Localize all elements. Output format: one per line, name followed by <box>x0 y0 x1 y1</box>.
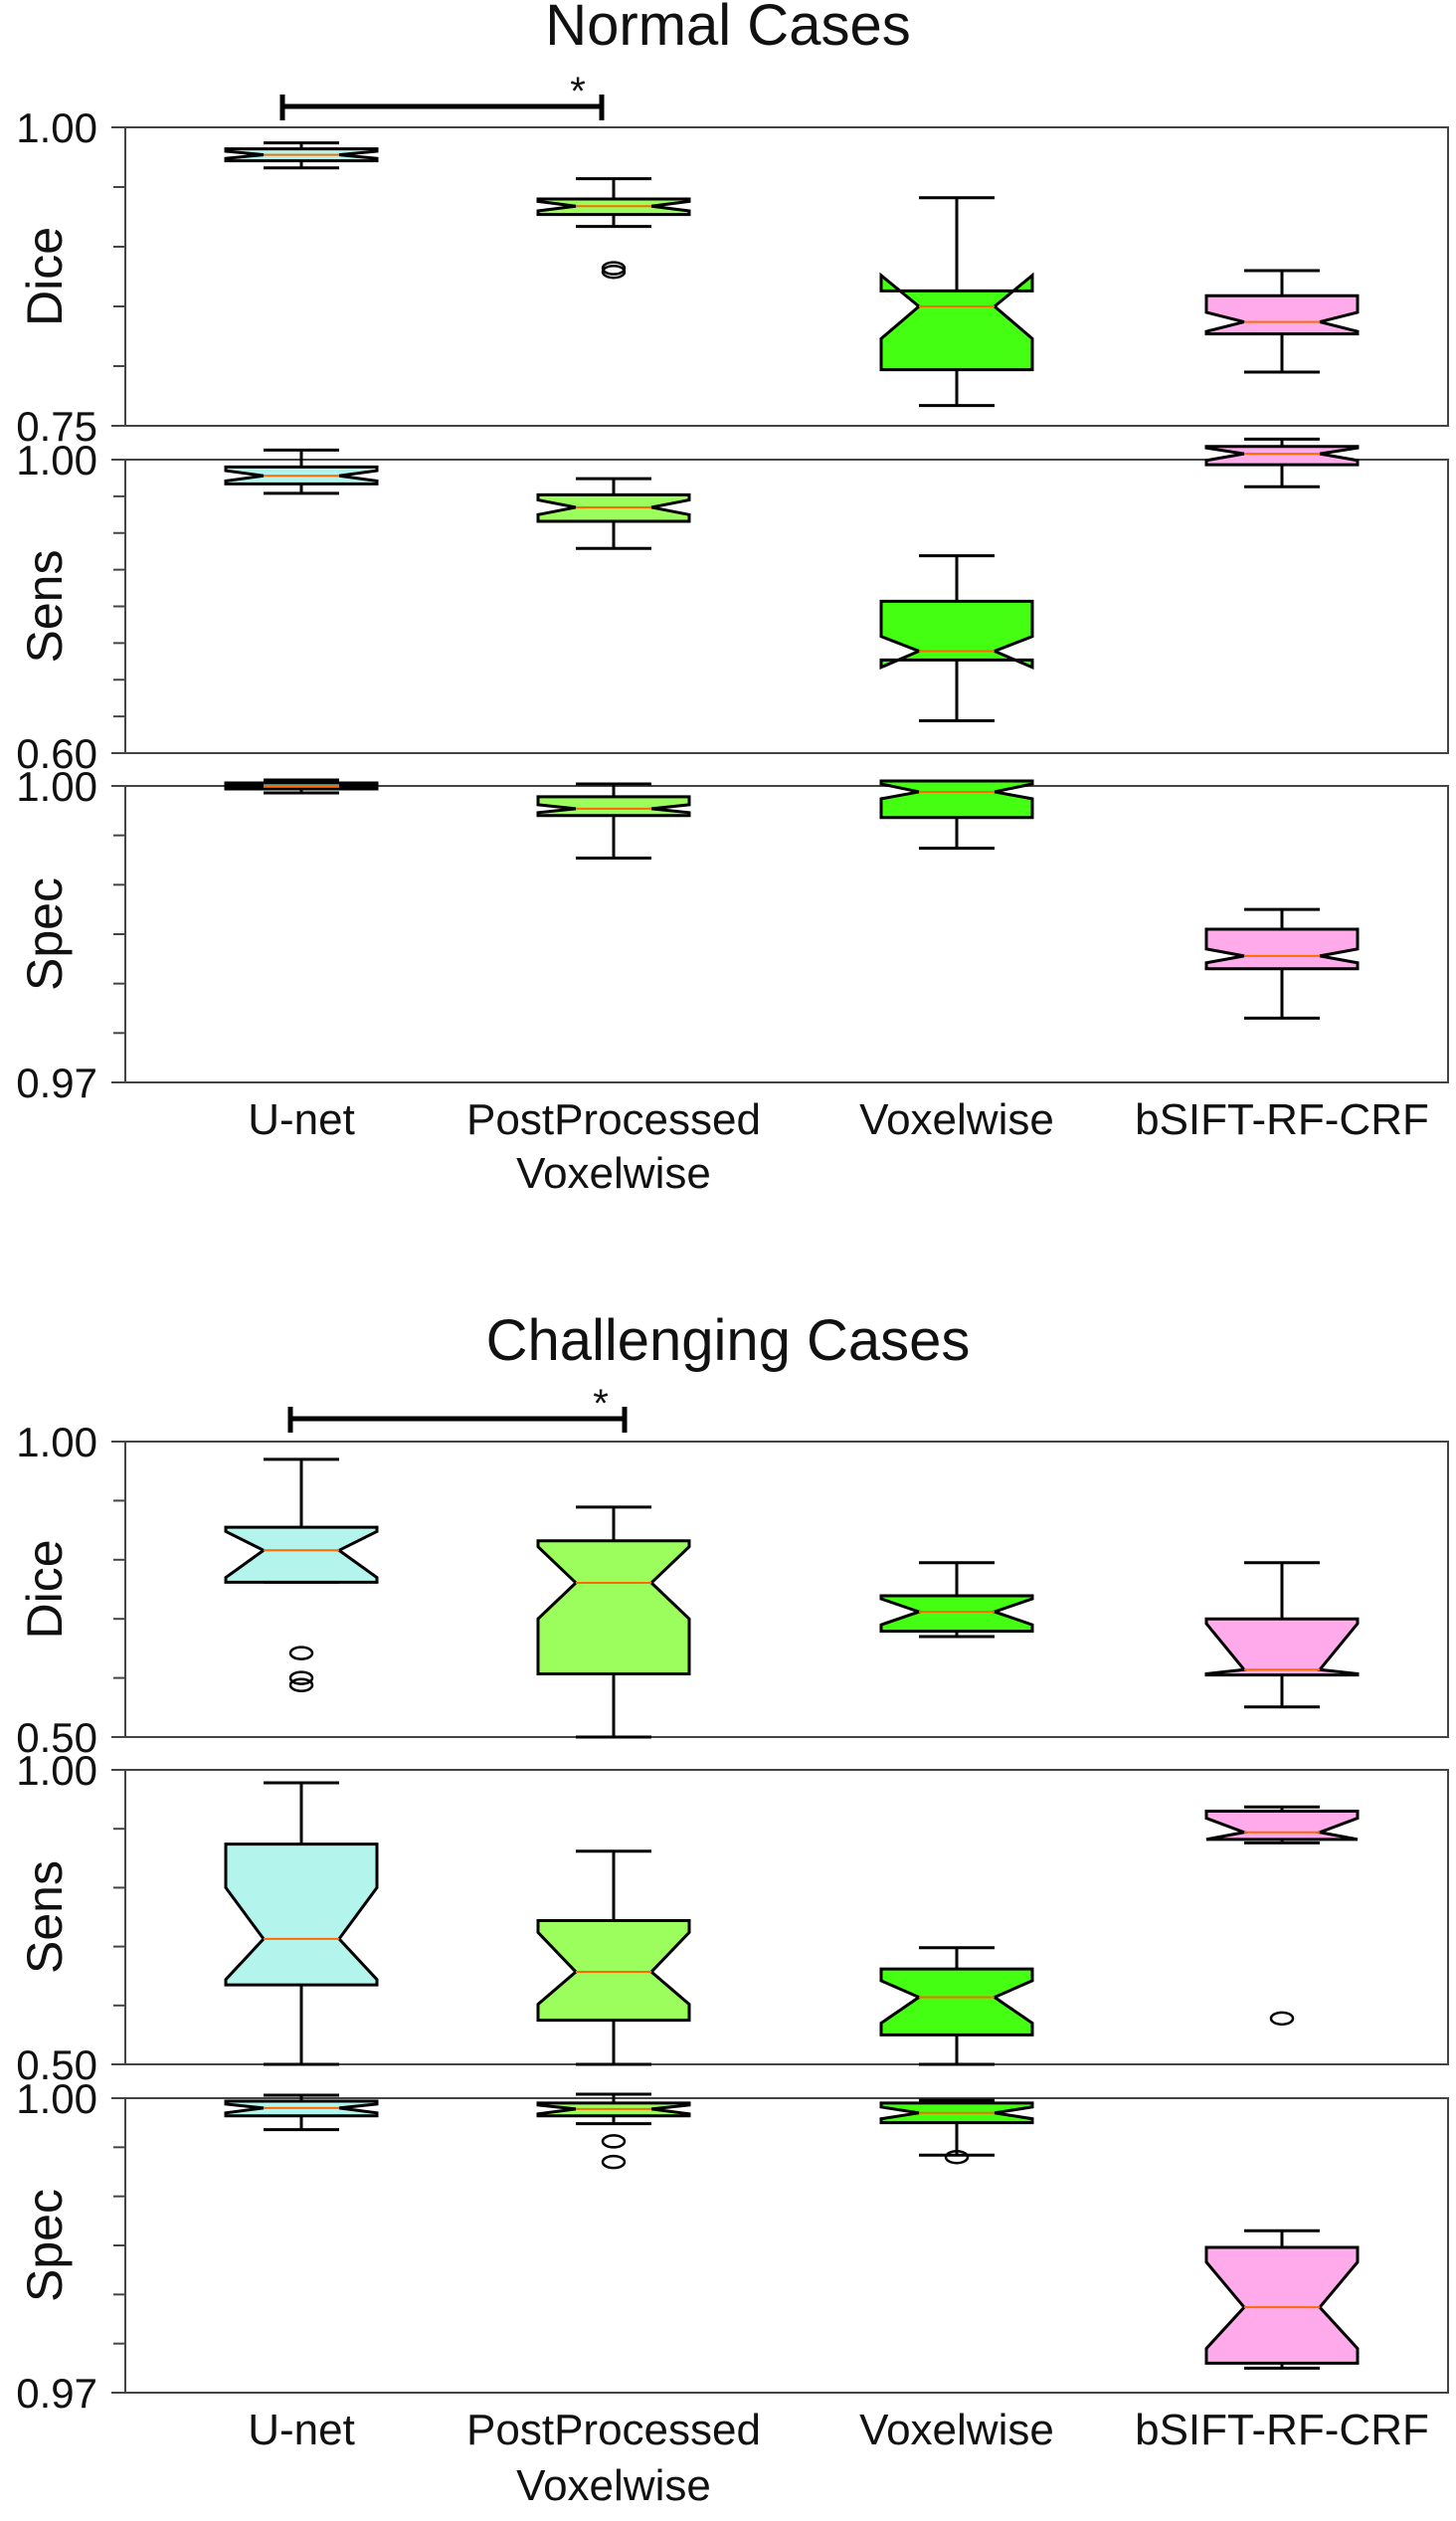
box-body <box>1204 927 1360 971</box>
box-body <box>536 1919 691 2023</box>
box-unet <box>224 141 379 170</box>
x-tick-label-postprocessed: Voxelwise <box>516 2461 711 2510</box>
box-unet <box>224 448 379 495</box>
box-body <box>1204 1617 1360 1677</box>
y-tick-label-bottom: 0.50 <box>16 1714 97 1761</box>
outlier-point <box>601 2154 627 2170</box>
panel-sens: 1.00 0.50 Sens <box>16 1747 1449 2088</box>
box-body <box>879 272 1034 372</box>
box-postprocessed <box>536 477 691 550</box>
box-body <box>224 1842 379 1987</box>
x-tick-label-voxelwise: Voxelwise <box>859 1095 1054 1144</box>
box-body <box>536 795 691 818</box>
box-postprocessed <box>536 782 691 861</box>
x-tick-label-unet: U-net <box>248 2406 355 2454</box>
plot-frame <box>124 126 1449 427</box>
y-tick-label-top: 1.00 <box>16 2075 97 2122</box>
chart-0: Normal Cases*1.000.75Dice1.000.60Sens1.0… <box>16 0 1449 1198</box>
box-unet <box>224 778 379 795</box>
box-voxelwise <box>879 1946 1034 2066</box>
y-axis-label: Sens <box>17 1860 73 1974</box>
box-body <box>879 779 1034 820</box>
y-tick-label-bottom: 0.97 <box>16 2370 97 2417</box>
x-tick-label-bsift: bSIFT-RF-CRF <box>1135 2406 1429 2454</box>
box-bsift <box>1204 437 1360 488</box>
box-voxelwise <box>879 554 1034 723</box>
y-tick-label-bottom: 0.50 <box>16 2041 97 2088</box>
box-postprocessed <box>536 1849 691 2066</box>
y-axis-label: Sens <box>17 550 73 664</box>
outlier-point <box>288 1677 314 1692</box>
box-body <box>1204 1809 1360 1842</box>
chart-1: Challenging Cases*1.000.50Dice1.000.50Se… <box>16 1308 1449 2510</box>
box-voxelwise <box>879 1561 1034 1639</box>
y-tick-label-top: 1.00 <box>16 1419 97 1465</box>
box-voxelwise <box>879 779 1034 851</box>
box-bsift <box>1204 269 1360 374</box>
box-body <box>1204 293 1360 336</box>
box-bsift <box>1204 1805 1360 2027</box>
box-body <box>224 1525 379 1584</box>
chart-title: Challenging Cases <box>486 1308 971 1373</box>
outlier-point <box>601 2134 627 2149</box>
box-unet <box>224 1457 379 1692</box>
outlier-point <box>1269 2011 1295 2027</box>
box-bsift <box>1204 907 1360 1020</box>
y-tick-label-top: 1.00 <box>16 763 97 810</box>
outlier-point <box>601 261 627 276</box>
panel-spec: 1.00 0.97 Spec <box>16 763 1449 1106</box>
y-axis-label: Dice <box>17 1539 73 1639</box>
box-voxelwise <box>879 2098 1034 2165</box>
plot-frame <box>124 1769 1449 2065</box>
panel-dice: 1.00 0.50 Dice <box>16 1419 1449 1761</box>
x-tick-label-postprocessed: Voxelwise <box>516 1149 711 1198</box>
panel-spec: 1.00 0.97 Spec <box>16 2075 1449 2417</box>
y-axis-label: Spec <box>17 2189 73 2302</box>
outlier-point <box>601 264 627 280</box>
y-tick-label-bottom: 0.60 <box>16 730 97 777</box>
y-tick-label-bottom: 0.97 <box>16 1060 97 1106</box>
x-tick-label-bsift: bSIFT-RF-CRF <box>1135 1095 1429 1144</box>
box-postprocessed <box>536 1505 691 1739</box>
y-tick-label-top: 1.00 <box>16 104 97 151</box>
x-tick-label-postprocessed: PostProcessed <box>466 1095 761 1144</box>
chart-title: Normal Cases <box>545 0 910 58</box>
significance-star: * <box>593 1382 609 1426</box>
y-axis-label: Dice <box>17 227 73 326</box>
significance-star: * <box>570 70 586 113</box>
x-tick-label-voxelwise: Voxelwise <box>859 2406 1054 2454</box>
box-bsift <box>1204 2229 1360 2370</box>
box-unet <box>224 2093 379 2132</box>
x-tick-label-postprocessed: PostProcessed <box>466 2406 761 2454</box>
y-tick-label-top: 1.00 <box>16 1747 97 1794</box>
box-body <box>1204 445 1360 467</box>
box-unet <box>224 1781 379 2066</box>
box-voxelwise <box>879 196 1034 408</box>
panel-sens: 1.00 0.60 Sens <box>16 437 1449 777</box>
panel-dice: 1.00 0.75 Dice <box>16 104 1449 450</box>
plot-frame <box>124 459 1449 754</box>
plot-frame <box>124 1441 1449 1738</box>
box-postprocessed <box>536 177 691 280</box>
box-body <box>1204 2245 1360 2365</box>
y-tick-label-bottom: 0.75 <box>16 403 97 450</box>
box-body <box>879 1594 1034 1634</box>
outlier-point <box>944 2149 970 2165</box>
y-axis-label: Spec <box>17 877 73 991</box>
x-tick-label-unet: U-net <box>248 1095 355 1144</box>
box-bsift <box>1204 1561 1360 1709</box>
outlier-point <box>288 1646 314 1660</box>
box-body <box>536 1539 691 1675</box>
box-body <box>879 599 1034 670</box>
box-body <box>879 1967 1034 2036</box>
y-tick-label-top: 1.00 <box>16 437 97 484</box>
box-postprocessed <box>536 2092 691 2170</box>
outlier-point <box>288 1670 314 1685</box>
